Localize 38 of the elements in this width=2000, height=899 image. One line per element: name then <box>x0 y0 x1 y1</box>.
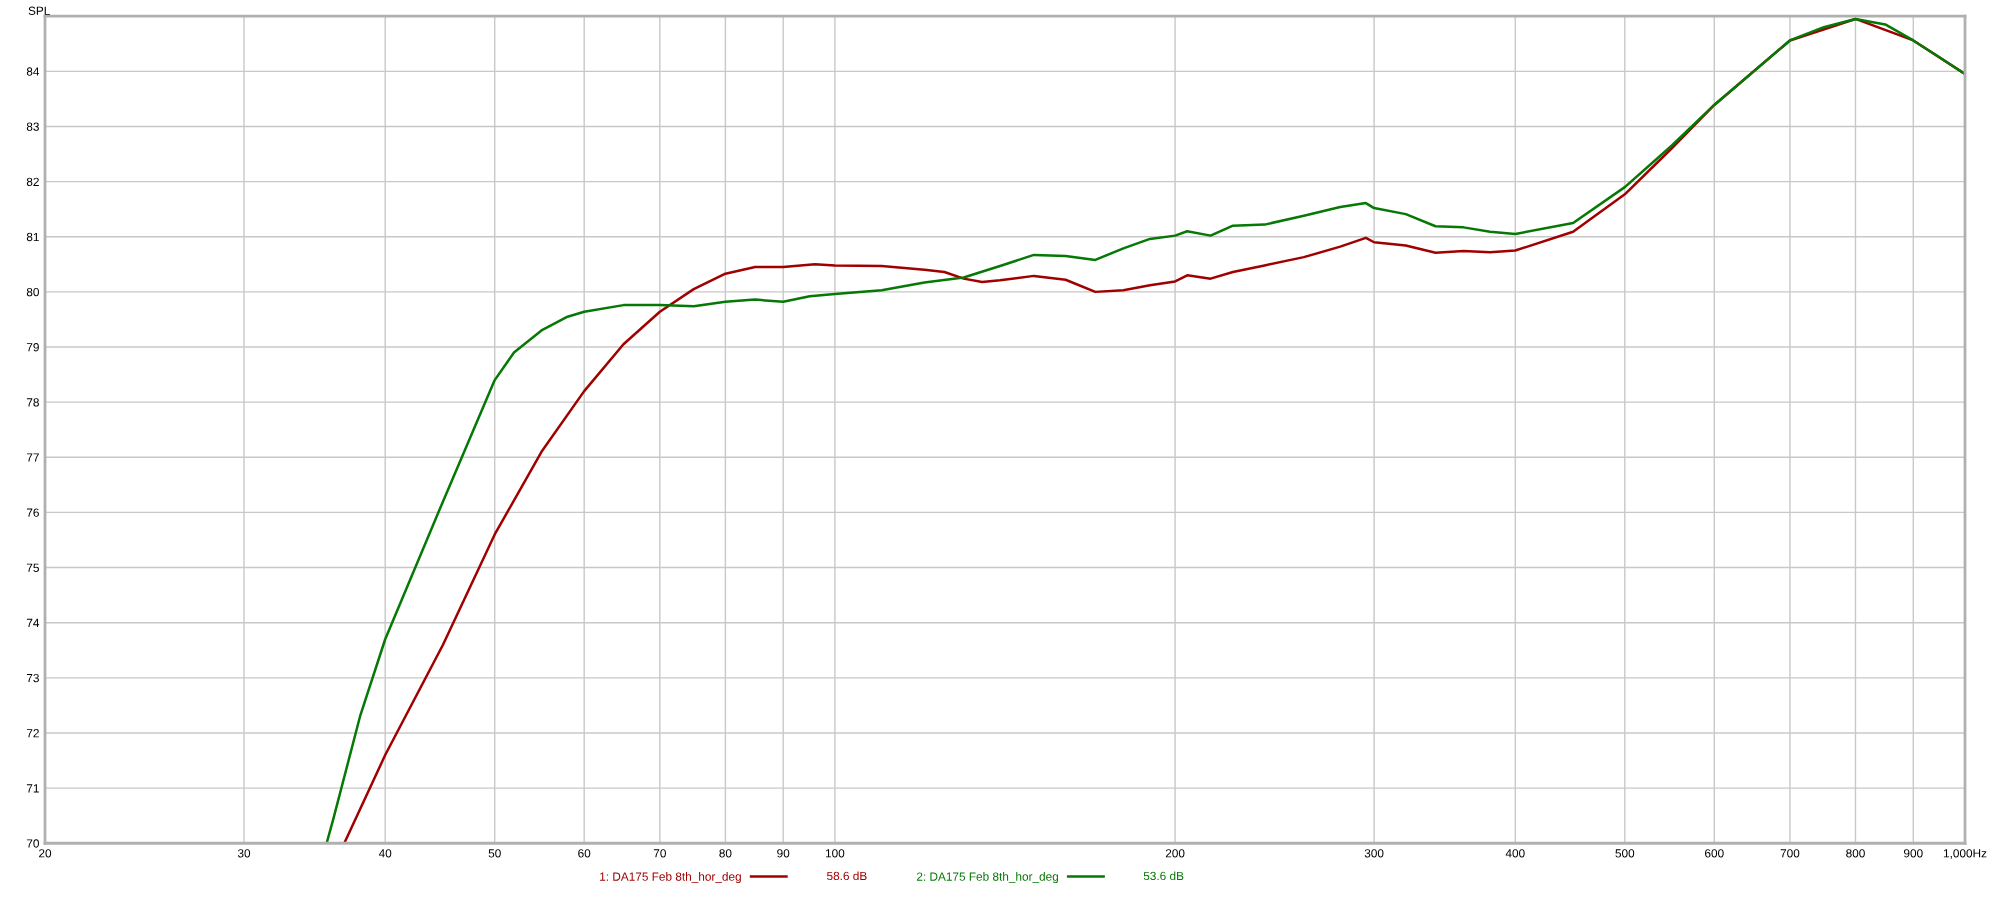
y-tick-label: 75 <box>26 563 39 572</box>
y-tick-label: 81 <box>26 232 39 242</box>
x-tick-label: 60 <box>578 849 591 858</box>
y-tick-label: 77 <box>26 453 39 462</box>
x-tick-label: 40 <box>378 849 392 858</box>
legend-label: 1: DA175 Feb 8th_hor_deg <box>600 872 741 884</box>
x-tick-label: 1,000Hz <box>1943 849 1987 859</box>
x-tick-label: 100 <box>825 849 845 858</box>
y-tick-label: 78 <box>26 398 39 407</box>
x-tick-label: 900 <box>1904 849 1923 858</box>
text: 58.6 dB <box>827 871 867 881</box>
x-tick-label: 800 <box>1846 849 1865 858</box>
x-tick-label: 300 <box>1364 849 1384 858</box>
x-tick-label: 200 <box>1165 849 1185 858</box>
y-tick-label: 79 <box>26 343 39 352</box>
y-tick-label: 84 <box>26 67 40 76</box>
x-tick-label: 600 <box>1705 849 1724 858</box>
x-tick-label: 20 <box>39 849 52 858</box>
y-tick-label: 71 <box>26 784 39 793</box>
y-tick-label: 74 <box>26 618 40 627</box>
y-tick-label: 80 <box>26 287 39 297</box>
x-tick-label: 70 <box>653 849 666 858</box>
y-tick-label: 76 <box>26 508 39 517</box>
y-axis-title: SPL <box>28 6 50 15</box>
legend-label: 2: DA175 Feb 8th_hor_deg <box>916 872 1058 884</box>
x-tick-label: 400 <box>1505 849 1525 858</box>
y-tick-label: 82 <box>26 177 39 186</box>
y-tick-label: 83 <box>26 122 39 131</box>
y-tick-label: 72 <box>26 729 39 738</box>
x-tick-label: 30 <box>237 849 251 858</box>
x-tick-label: 90 <box>777 849 790 858</box>
x-tick-label: 500 <box>1615 849 1635 858</box>
text: 53.6 dB <box>1143 871 1184 881</box>
x-tick-label: 80 <box>719 849 732 858</box>
y-tick-label: 73 <box>26 673 39 683</box>
y-tick-label: 70 <box>26 839 39 848</box>
x-tick-label: 50 <box>488 849 501 858</box>
x-tick-label: 700 <box>1780 849 1800 858</box>
